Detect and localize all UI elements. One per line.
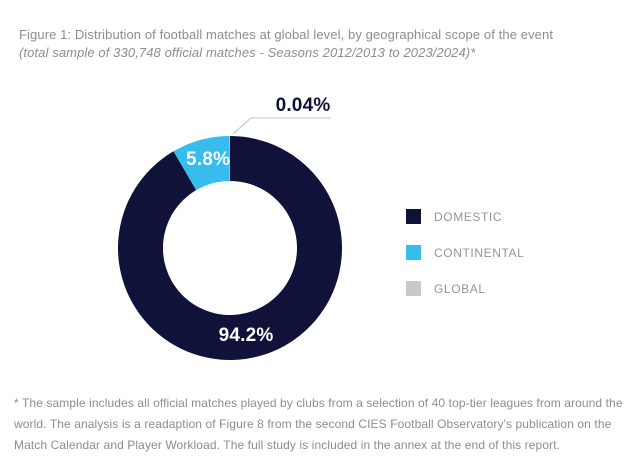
legend-label-domestic: DOMESTIC xyxy=(434,209,503,224)
legend-label-global: GLOBAL xyxy=(434,281,486,296)
legend-item-domestic: DOMESTIC xyxy=(406,209,524,224)
legend: DOMESTIC CONTINENTAL GLOBAL xyxy=(406,209,524,317)
legend-item-global: GLOBAL xyxy=(406,281,524,296)
figure-header: Figure 1: Distribution of football match… xyxy=(19,26,619,62)
donut-slices xyxy=(118,136,342,360)
callout-line-global xyxy=(232,117,331,135)
donut-slice-global xyxy=(229,136,230,182)
donut-slice-domestic xyxy=(118,136,342,360)
donut-slice-continental xyxy=(173,136,230,191)
figure-title: Figure 1: Distribution of football match… xyxy=(19,27,554,42)
slice-label-global: 0.04% xyxy=(275,95,331,116)
figure-footnote: * The sample includes all official match… xyxy=(14,396,623,452)
legend-swatch-global xyxy=(406,281,421,296)
legend-item-continental: CONTINENTAL xyxy=(406,245,524,260)
slice-label-continental: 5.8% xyxy=(185,149,231,170)
legend-swatch-domestic xyxy=(406,209,421,224)
legend-swatch-continental xyxy=(406,245,421,260)
figure-subtitle: (total sample of 330,748 official matche… xyxy=(19,45,476,60)
legend-label-continental: CONTINENTAL xyxy=(434,245,525,260)
slice-label-domestic: 94.2% xyxy=(218,325,274,346)
